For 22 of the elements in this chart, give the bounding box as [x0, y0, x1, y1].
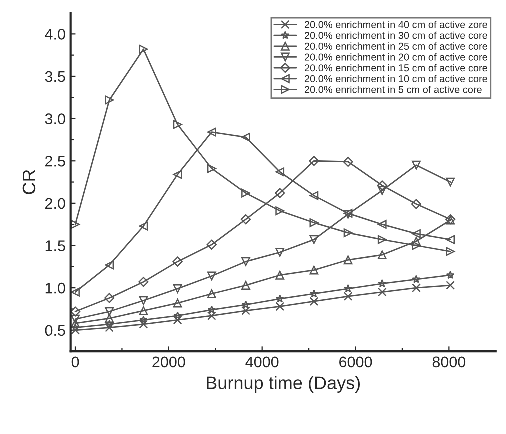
legend-label: 20.0% enrichment in 40 cm of active zore — [304, 21, 488, 28]
x-axis-title: Burnup time (Days) — [207, 376, 360, 394]
y-tick-label: 2.0 — [46, 198, 66, 210]
y-axis-title: CR — [22, 170, 36, 194]
x-tick-label: 6000 — [340, 356, 372, 368]
y-tick-label: 1.0 — [46, 282, 66, 294]
x-tick-label: 8000 — [432, 356, 466, 368]
x-tick-label: 2000 — [152, 356, 186, 368]
x-tick-label: 4000 — [246, 356, 279, 368]
legend-label: 20.0% enrichment in 25 cm of active core — [304, 42, 488, 50]
legend-label: 20.0% enrichment in 15 cm of active core — [304, 64, 488, 72]
y-tick-label: 4.0 — [45, 29, 66, 40]
y-tick-label: 2.5 — [46, 156, 66, 167]
legend-label: 20.0% enrichment in 5 cm of active core — [304, 86, 482, 94]
y-tick-label: 1.5 — [46, 240, 66, 252]
y-tick-label: 0.5 — [45, 325, 66, 336]
legend-label: 20.0% enrichment in 20 cm of active core — [304, 53, 488, 61]
y-tick-label: 3.0 — [45, 114, 66, 124]
legend-label: 20.0% enrichment in 30 cm of active core — [304, 32, 488, 40]
legend-label: 20.0% enrichment in 10 cm of active core — [304, 75, 488, 82]
y-tick-label: 3.5 — [45, 71, 66, 82]
x-tick-label: 0 — [72, 356, 80, 368]
